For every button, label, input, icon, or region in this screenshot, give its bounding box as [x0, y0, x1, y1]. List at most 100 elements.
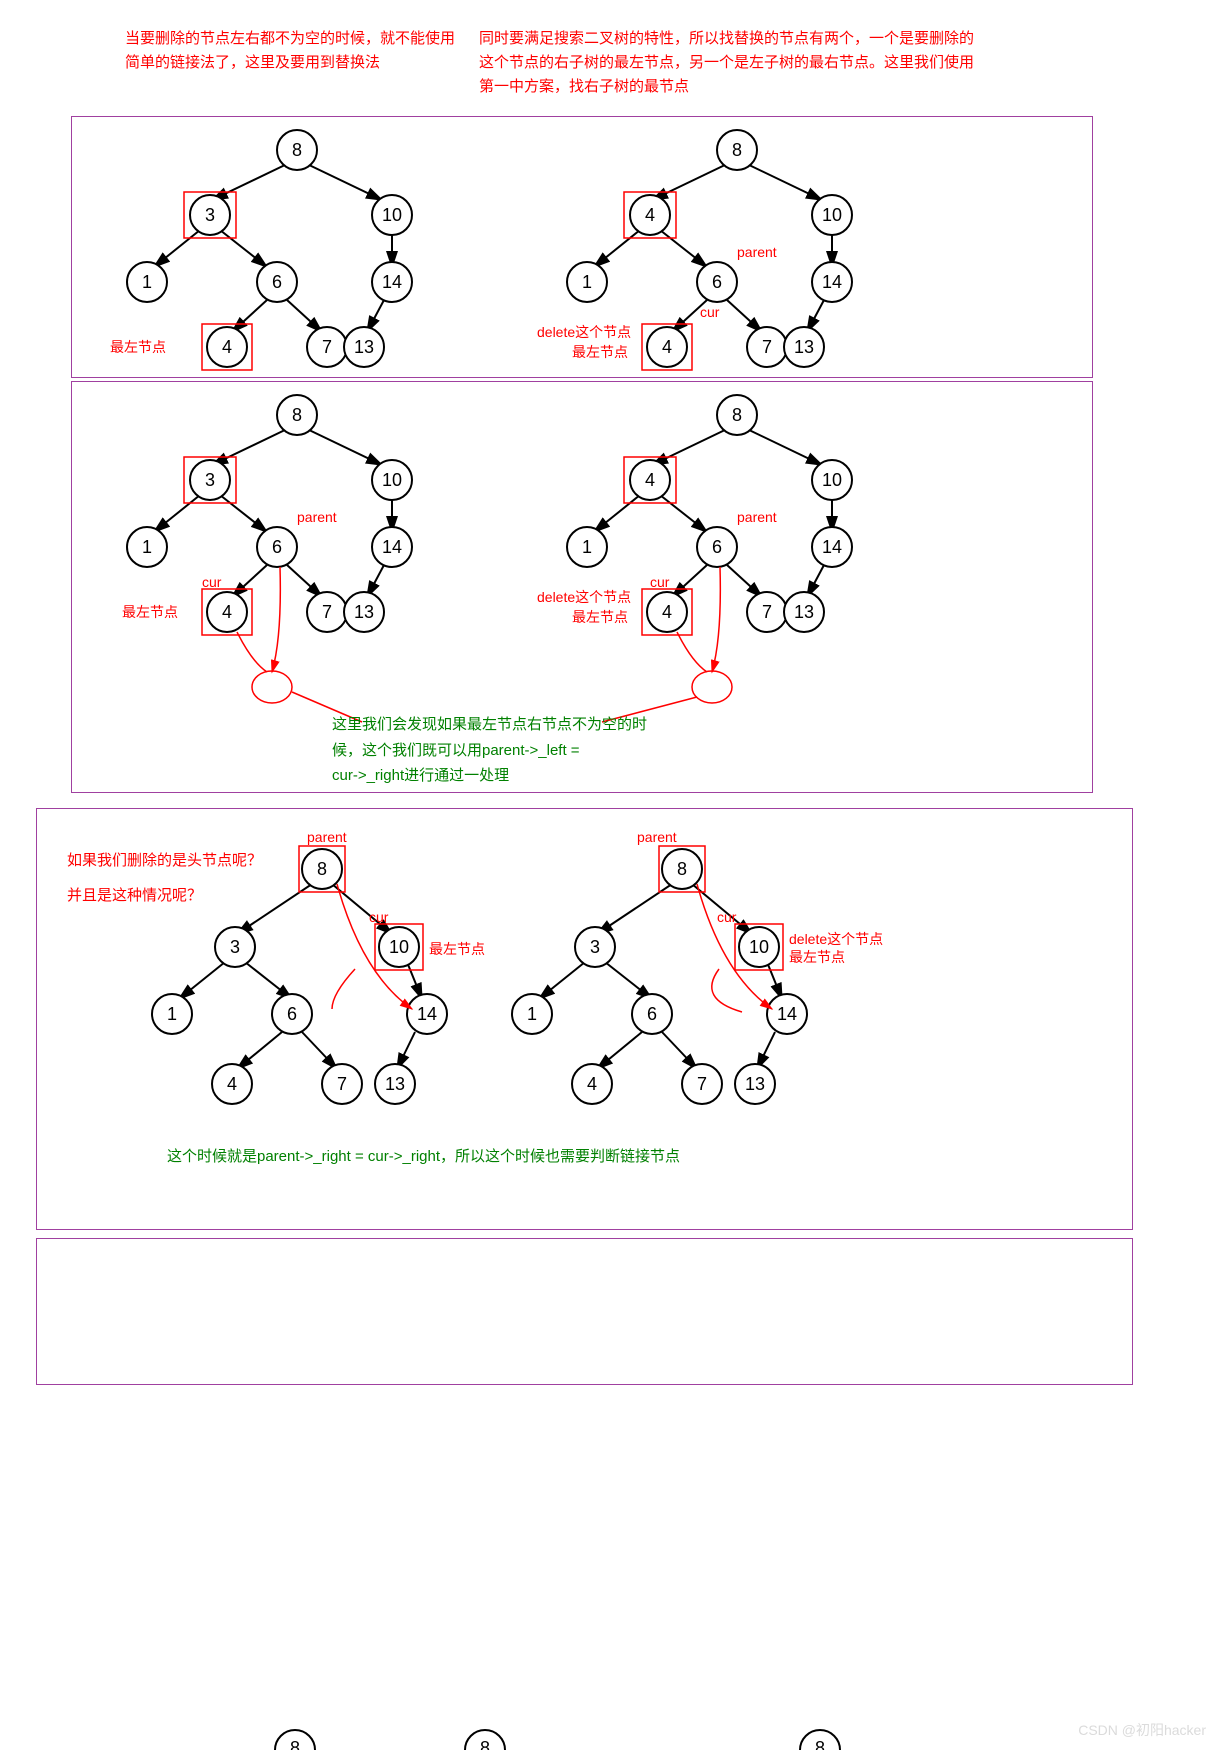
- svg-text:7: 7: [762, 602, 772, 622]
- svg-text:7: 7: [322, 602, 332, 622]
- svg-text:10: 10: [382, 205, 402, 225]
- svg-text:8: 8: [480, 1738, 490, 1750]
- svg-text:parent: parent: [637, 829, 677, 845]
- svg-text:parent: parent: [297, 509, 337, 525]
- svg-text:10: 10: [822, 205, 842, 225]
- diagram-box-3: 如果我们删除的是头节点呢？ 并且是这种情况呢？ 8 3 10 1 6 14 4 …: [36, 808, 1133, 1230]
- svg-text:14: 14: [777, 1004, 797, 1024]
- svg-text:6: 6: [647, 1004, 657, 1024]
- svg-text:4: 4: [222, 602, 232, 622]
- svg-text:8: 8: [317, 859, 327, 879]
- tree-right: 8 4 10 1 6 14 4 7 13 parent cur delete这个…: [537, 130, 852, 370]
- svg-text:6: 6: [287, 1004, 297, 1024]
- svg-text:7: 7: [697, 1074, 707, 1094]
- svg-text:3: 3: [230, 937, 240, 957]
- svg-text:最左节点: 最左节点: [122, 604, 178, 620]
- svg-text:10: 10: [389, 937, 409, 957]
- svg-text:最左节点: 最左节点: [789, 949, 845, 965]
- svg-text:7: 7: [322, 337, 332, 357]
- text: 候，这个我们既可以用parent->_left =: [332, 742, 580, 759]
- svg-text:7: 7: [337, 1074, 347, 1094]
- svg-text:parent: parent: [737, 244, 777, 260]
- svg-text:8: 8: [677, 859, 687, 879]
- svg-text:最左节点: 最左节点: [429, 941, 485, 957]
- svg-text:8: 8: [732, 140, 742, 160]
- text: CSDN @初阳hacker: [1078, 1722, 1206, 1738]
- svg-text:13: 13: [354, 602, 374, 622]
- svg-text:13: 13: [794, 337, 814, 357]
- label-leftmost: 最左节点: [110, 339, 166, 355]
- svg-text:7: 7: [762, 337, 772, 357]
- text: 当要删除的节点左右都不为空的时候，就不能使用: [125, 30, 455, 47]
- text: cur->_right进行通过一处理: [332, 767, 509, 784]
- svg-text:13: 13: [354, 337, 374, 357]
- svg-text:cur: cur: [202, 574, 222, 590]
- svg-text:10: 10: [749, 937, 769, 957]
- tree2-right: 8 4 10 1 6 14 4 7 13 parent cur delete这个…: [537, 395, 852, 703]
- svg-text:4: 4: [587, 1074, 597, 1094]
- svg-text:13: 13: [745, 1074, 765, 1094]
- svg-text:6: 6: [712, 537, 722, 557]
- svg-text:3: 3: [205, 205, 215, 225]
- header-right-text: 同时要满足搜索二叉树的特性，所以找替换的节点有两个，一个是要删除的 这个节点的右…: [479, 27, 999, 99]
- diagram-box-2: 8 3 10 1 6 14 4 7 13 parent cur 最左节点: [71, 381, 1093, 793]
- text: 同时要满足搜索二叉树的特性，所以找替换的节点有两个，一个是要删除的: [479, 30, 974, 47]
- svg-text:1: 1: [527, 1004, 537, 1024]
- text: 简单的链接法了，这里及要用到替换法: [125, 54, 380, 71]
- svg-text:delete这个节点: delete这个节点: [537, 324, 631, 340]
- svg-text:3: 3: [590, 937, 600, 957]
- tree3-right: 8 3 10 1 6 14 4 7 13 parent cur delete这个…: [512, 829, 883, 1104]
- svg-text:14: 14: [417, 1004, 437, 1024]
- svg-text:1: 1: [142, 537, 152, 557]
- svg-text:最左节点: 最左节点: [572, 609, 628, 625]
- svg-text:13: 13: [794, 602, 814, 622]
- svg-text:14: 14: [822, 272, 842, 292]
- svg-text:6: 6: [712, 272, 722, 292]
- bottom-partial: 8 8 8: [0, 1710, 1226, 1750]
- svg-text:4: 4: [227, 1074, 237, 1094]
- svg-text:3: 3: [205, 470, 215, 490]
- svg-text:delete这个节点: delete这个节点: [537, 589, 631, 605]
- svg-text:8: 8: [290, 1738, 300, 1750]
- svg-text:4: 4: [222, 337, 232, 357]
- svg-text:最左节点: 最左节点: [572, 344, 628, 360]
- box3-note: 这个时候就是parent->_right = cur->_right，所以这个时…: [167, 1144, 680, 1170]
- diagram-box-1: 8 3 10 1 6 14 4 7 13 最左节点 8 4 10: [71, 116, 1093, 378]
- box2-note: 这里我们会发现如果最左节点右节点不为空的时 候，这个我们既可以用parent->…: [332, 712, 672, 789]
- svg-text:4: 4: [645, 470, 655, 490]
- svg-text:4: 4: [645, 205, 655, 225]
- svg-text:1: 1: [142, 272, 152, 292]
- watermark: CSDN @初阳hacker: [1078, 1720, 1206, 1740]
- svg-text:14: 14: [382, 537, 402, 557]
- svg-text:8: 8: [815, 1738, 825, 1750]
- svg-text:cur: cur: [717, 909, 737, 925]
- svg-text:8: 8: [732, 405, 742, 425]
- svg-text:parent: parent: [737, 509, 777, 525]
- svg-text:13: 13: [385, 1074, 405, 1094]
- box1-svg: 8 3 10 1 6 14 4 7 13 最左节点 8 4 10: [72, 117, 1092, 377]
- text: 这个节点的右子树的最左节点，另一个是左子树的最右节点。这里我们使用: [479, 54, 974, 71]
- svg-text:10: 10: [382, 470, 402, 490]
- diagram-box-4: [36, 1238, 1133, 1385]
- svg-text:cur: cur: [700, 304, 720, 320]
- svg-text:6: 6: [272, 272, 282, 292]
- svg-text:4: 4: [662, 337, 672, 357]
- tree2-left: 8 3 10 1 6 14 4 7 13 parent cur 最左节点: [122, 395, 412, 703]
- text: 这个时候就是parent->_right = cur->_right，所以这个时…: [167, 1148, 680, 1165]
- svg-text:1: 1: [167, 1004, 177, 1024]
- tree-left: 8 3 10 1 6 14 4 7 13 最左节点: [110, 130, 412, 370]
- tree3-left: 8 3 10 1 6 14 4 7 13 parent cur 最左节点: [152, 829, 485, 1104]
- header-left-text: 当要删除的节点左右都不为空的时候，就不能使用 简单的链接法了，这里及要用到替换法: [125, 27, 465, 75]
- svg-text:4: 4: [662, 602, 672, 622]
- svg-text:8: 8: [292, 405, 302, 425]
- svg-text:cur: cur: [650, 574, 670, 590]
- box3-svg: 8 3 10 1 6 14 4 7 13 parent cur 最左节点: [37, 809, 1132, 1179]
- svg-text:1: 1: [582, 272, 592, 292]
- svg-text:8: 8: [292, 140, 302, 160]
- text: 第一中方案，找右子树的最节点: [479, 78, 689, 95]
- svg-text:14: 14: [382, 272, 402, 292]
- svg-text:14: 14: [822, 537, 842, 557]
- svg-text:delete这个节点: delete这个节点: [789, 931, 883, 947]
- text: 这里我们会发现如果最左节点右节点不为空的时: [332, 716, 647, 733]
- svg-text:cur: cur: [369, 909, 389, 925]
